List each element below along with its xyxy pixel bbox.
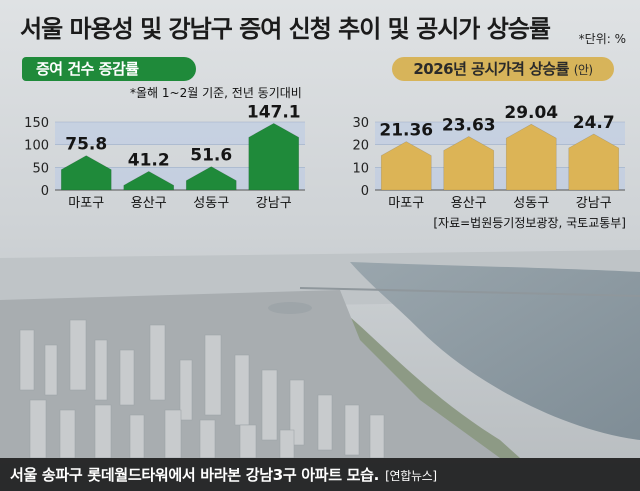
y-tick-label: 10 (352, 161, 369, 176)
x-tick-label: 용산구 (451, 196, 487, 211)
x-tick-label: 마포구 (388, 196, 424, 211)
official-price-chart: 0 10 20 30 21.36 마포구 23.63 용산구 29.04 성동구 24.7 강남구 (352, 103, 625, 211)
y-tick-label: 20 (352, 139, 369, 154)
grid-band (55, 167, 305, 190)
x-tick-label: 성동구 (193, 196, 229, 211)
official-price-label: 2026년 공시가격 상승률 (안) (392, 57, 614, 81)
data-label: 51.6 (190, 146, 232, 166)
y-tick-label: 0 (361, 184, 369, 199)
bar-강남구 (248, 122, 300, 191)
official-price-label-text: 2026년 공시가격 상승률 (413, 60, 569, 78)
y-tick-label: 0 (41, 184, 49, 199)
bar-성동구 (505, 123, 557, 191)
bar-성동구 (185, 166, 237, 191)
grid-band (55, 122, 305, 145)
data-label: 147.1 (247, 102, 301, 122)
grid-band (375, 122, 625, 145)
bar-용산구 (443, 136, 495, 191)
bar-강남구 (568, 133, 620, 191)
gift-count-label-text: 증여 건수 증감률 (36, 60, 139, 78)
photo-credit: [연합뉴스] (385, 469, 437, 483)
photo-caption: 서울 송파구 롯데월드타워에서 바라본 강남3구 아파트 모습. [연합뉴스] (10, 464, 437, 485)
data-label: 21.36 (379, 121, 433, 141)
unit-note: *단위: % (578, 32, 626, 46)
official-price-label-suffix: (안) (573, 63, 593, 77)
gift-count-chart: 0 50 100 150 75.8 마포구 41.2 용산구 51.6 성동구 147.1 강남구 (24, 102, 305, 211)
x-tick-label: 강남구 (256, 196, 292, 211)
chart-title: 서울 마용성 및 강남구 증여 신청 추이 및 공시가 상승률 (20, 15, 551, 43)
y-tick-label: 30 (352, 116, 369, 131)
data-label: 41.2 (128, 150, 170, 170)
x-tick-label: 용산구 (131, 196, 167, 211)
y-tick-label: 100 (24, 139, 49, 154)
y-tick-label: 50 (32, 161, 49, 176)
y-tick-label: 150 (24, 116, 49, 131)
x-tick-label: 성동구 (513, 196, 549, 211)
data-label: 75.8 (65, 135, 107, 155)
source-note: [자료=법원등기정보광장, 국토교통부] (433, 216, 626, 230)
data-label: 29.04 (504, 103, 558, 123)
data-label: 23.63 (442, 115, 496, 135)
data-label: 24.7 (573, 113, 615, 133)
gift-count-label: 증여 건수 증감률 (22, 57, 196, 81)
photo-caption-text: 서울 송파구 롯데월드타워에서 바라본 강남3구 아파트 모습. (10, 466, 380, 484)
bar-용산구 (123, 170, 175, 191)
period-note: *올해 1~2월 기준, 전년 동기대비 (130, 86, 302, 100)
x-tick-label: 강남구 (576, 196, 612, 211)
grid-band (375, 167, 625, 190)
photo-caption-bar: 서울 송파구 롯데월드타워에서 바라본 강남3구 아파트 모습. [연합뉴스] (0, 458, 640, 491)
x-tick-label: 마포구 (68, 196, 104, 211)
bar-마포구 (380, 141, 432, 191)
bar-마포구 (60, 155, 112, 191)
